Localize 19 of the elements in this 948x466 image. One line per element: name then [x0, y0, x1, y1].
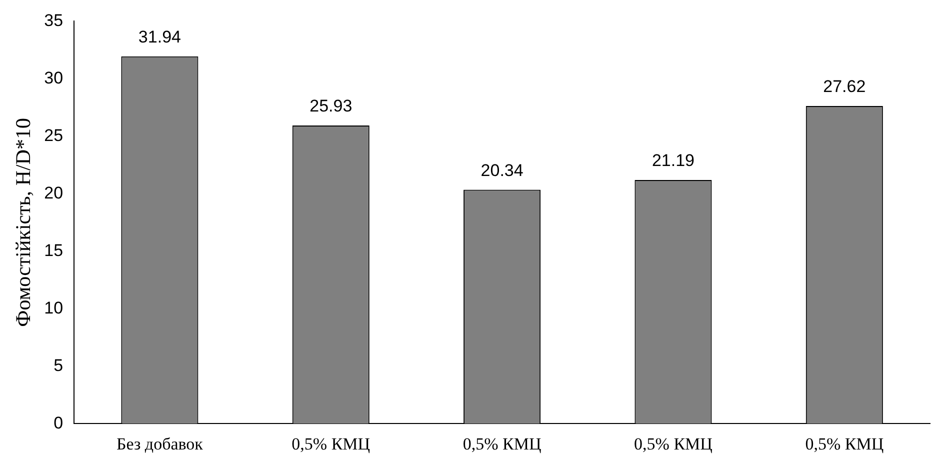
x-tick-label: 0,5% КМЦ	[805, 434, 884, 454]
x-tick-label: 0,5% КМЦ	[292, 434, 370, 454]
data-label: 21.19	[652, 151, 695, 170]
y-tick-label: 20	[44, 183, 64, 202]
y-tick-label: 25	[44, 126, 64, 145]
data-label: 31.94	[138, 28, 181, 47]
y-tick-label: 0	[54, 413, 64, 432]
y-tick-label: 10	[44, 298, 64, 318]
y-tick-label: 15	[44, 240, 64, 260]
x-tick-label: 0,5% КМЦ	[462, 434, 542, 454]
data-label: 27.62	[823, 77, 866, 96]
y-tick-label: 35	[44, 10, 64, 30]
y-axis-title: Фомостійкість, Н/D*10	[11, 118, 36, 327]
y-tick-label: 30	[44, 68, 64, 88]
data-label: 20.34	[480, 160, 524, 180]
data-label: 25.93	[310, 96, 352, 116]
x-tick-label: Без добавок	[116, 434, 204, 454]
y-tick-label: 5	[54, 356, 64, 375]
x-tick-label: 0,5% КМЦ	[634, 434, 712, 454]
